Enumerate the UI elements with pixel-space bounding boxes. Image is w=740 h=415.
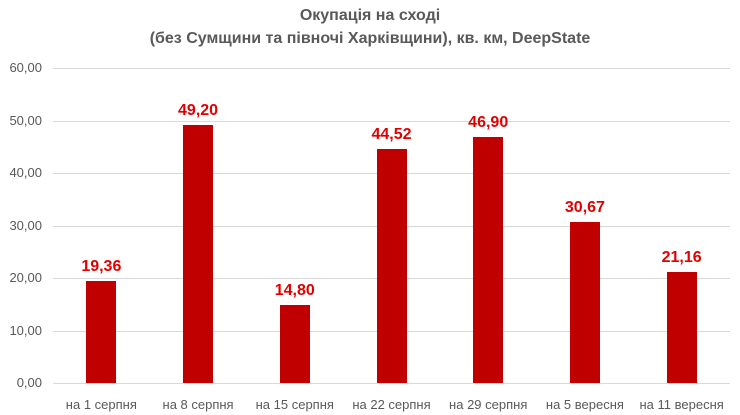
chart-title: Окупація на сході bbox=[299, 7, 441, 24]
data-label: 21,16 bbox=[661, 248, 702, 266]
x-tick-label: на 15 серпня bbox=[255, 397, 334, 412]
gridline bbox=[53, 120, 730, 122]
x-tick-label: на 8 серпня bbox=[162, 397, 234, 412]
y-tick-label: 30,00 bbox=[9, 217, 42, 233]
bar bbox=[473, 136, 504, 383]
bar bbox=[376, 149, 407, 383]
data-label: 19,36 bbox=[81, 258, 122, 276]
y-tick-label: 60,00 bbox=[9, 60, 42, 75]
data-label: 46,90 bbox=[468, 113, 509, 131]
bar bbox=[183, 124, 214, 383]
gridline bbox=[53, 68, 730, 69]
y-tick-label: 20,00 bbox=[9, 270, 42, 285]
bar bbox=[86, 281, 117, 383]
x-tick-label: на 22 серпня bbox=[352, 397, 431, 412]
y-tick-label: 40,00 bbox=[9, 165, 42, 180]
gridline bbox=[53, 383, 730, 384]
x-tick-label: на 5 вересня bbox=[545, 397, 624, 412]
y-tick-label: 50,00 bbox=[9, 112, 42, 128]
chart-subtitle: (без Сумщини та півночі Харківщини), кв.… bbox=[149, 30, 591, 47]
x-tick-label: на 29 серпня bbox=[449, 397, 528, 412]
y-tick-label: 10,00 bbox=[9, 322, 42, 338]
bar bbox=[666, 271, 697, 383]
data-label: 44,52 bbox=[371, 126, 412, 144]
x-tick-label: на 1 серпня bbox=[65, 397, 137, 412]
data-label: 30,67 bbox=[564, 198, 605, 216]
bar bbox=[569, 221, 600, 383]
bar bbox=[279, 305, 310, 383]
x-tick-label: на 11 вересня bbox=[639, 397, 724, 412]
y-tick-label: 0,00 bbox=[16, 375, 42, 390]
data-label: 14,80 bbox=[274, 282, 315, 300]
data-label: 49,20 bbox=[178, 101, 219, 119]
